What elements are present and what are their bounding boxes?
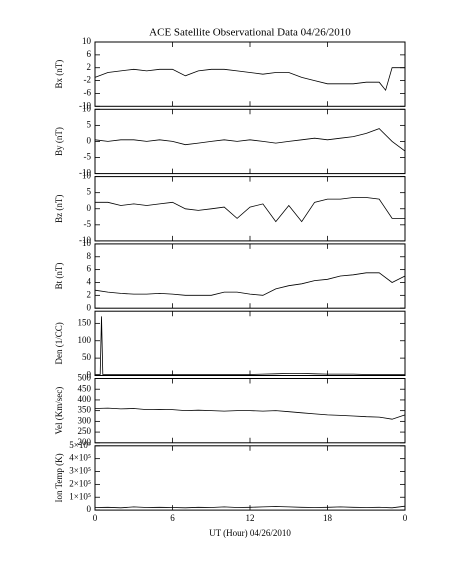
panel-frame [94,310,406,377]
x-tick-label: 18 [323,513,333,523]
chart-title: ACE Satellite Observational Data 04/26/2… [149,27,351,39]
y-tick-label: -2 [84,75,92,85]
y-tick-label: 10 [82,36,92,46]
y-tick-label: 0 [87,504,92,514]
x-tick-label: 0 [403,513,408,523]
y-tick-label: 2 [87,289,92,299]
y-tick-label: 100 [78,335,92,345]
y-tick-label: 0 [87,302,92,312]
y-tick-label: 400 [78,394,92,404]
y-tick-label: 0 [87,370,92,380]
y-tick-label: 10 [82,238,92,248]
y-tick-label: -10 [79,100,91,110]
y-tick-label: 450 [78,383,92,393]
panel-frame [94,445,406,511]
y-tick-label: 200 [78,437,92,447]
y-tick-label: -6 [84,88,92,98]
y-tick-label: 6 [87,264,92,274]
y-tick-label: -5 [84,152,92,162]
panel-frame [94,243,406,309]
y-tick-label: 0 [87,203,92,213]
y-axis-label: Vel (Km/sec) [54,387,64,435]
y-tick-label: 4 [87,277,92,287]
y-tick-label: -10 [79,168,91,178]
y-tick-label: 8 [87,251,92,261]
y-tick-label: 300 [78,415,92,425]
data-line [94,505,406,509]
y-tick-label: 5 [87,187,92,197]
y-tick-label: 6 [87,49,92,59]
data-line [94,272,406,296]
y-axis-label: By (nT) [54,127,64,156]
x-tick-label: 12 [246,513,255,523]
y-tick-label: 350 [78,405,92,415]
y-tick-label: 50 [82,352,92,362]
y-tick-label: 5×10⁵ [69,440,91,450]
data-line [94,67,405,92]
y-tick-label: 150 [78,317,92,327]
y-tick-label: 2×10⁵ [69,478,91,488]
y-tick-label: -10 [79,235,91,245]
data-line [94,128,406,152]
x-tick-label: 0 [93,513,98,523]
panel-frame [94,108,406,175]
y-tick-label: 250 [78,426,92,436]
data-line [94,407,406,420]
y-tick-label: 10 [82,103,92,113]
y-tick-label: 10 [82,171,92,181]
y-axis-label: Bt (nT) [54,263,64,290]
y-tick-label: 2 [87,62,92,72]
data-line [95,316,405,375]
y-tick-label: 3×10⁵ [69,466,91,476]
y-axis-label: Den (1/CC) [54,322,64,364]
y-axis-label: Bz (nT) [54,195,64,223]
panel-frame [94,41,406,107]
y-tick-label: 5 [87,119,92,129]
x-tick-label: 6 [170,513,175,523]
y-axis-label: Ion Temp (K) [54,453,64,502]
x-axis-label: UT (Hour) 04/26/2010 [209,528,291,538]
y-axis-label: Bx (nT) [54,60,64,89]
y-tick-label: -5 [84,219,92,229]
panel-frame [94,176,406,242]
data-line [95,197,405,223]
y-tick-label: 4×10⁵ [69,453,91,463]
y-tick-label: 500 [78,373,92,383]
y-tick-label: 0 [87,136,92,146]
y-tick-label: 1×10⁵ [69,491,91,501]
